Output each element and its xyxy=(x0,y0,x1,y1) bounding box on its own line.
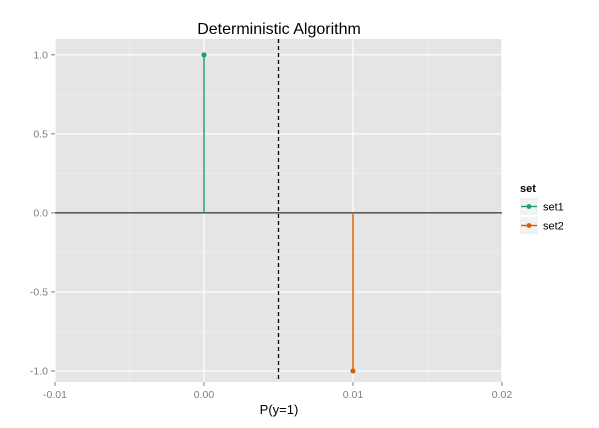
set2-point xyxy=(350,368,356,374)
chart-title: Deterministic Algorithm xyxy=(197,21,361,38)
y-tick-label: -1.0 xyxy=(30,365,48,377)
data-marks xyxy=(201,52,356,374)
legend-label-set2: set2 xyxy=(543,221,564,233)
legend-key-point xyxy=(526,223,532,228)
x-tick-label: 0.00 xyxy=(194,389,215,401)
reference-lines xyxy=(55,39,502,382)
x-tick-label: 0.01 xyxy=(343,389,364,401)
legend-title: set xyxy=(520,183,536,195)
x-tick-label: -0.01 xyxy=(43,389,67,401)
legend-key-point xyxy=(526,204,532,209)
y-tick-label: 1.0 xyxy=(33,49,48,61)
x-axis-title: P(y=1) xyxy=(260,402,299,417)
y-tick-label: -0.5 xyxy=(30,286,48,298)
legend: set set1 set2 xyxy=(520,183,564,234)
y-tick-label: 0.0 xyxy=(33,207,48,219)
set1-point xyxy=(201,52,207,58)
y-axis: 1.0 0.5 0.0 -0.5 -1.0 xyxy=(30,49,55,377)
x-axis: -0.01 0.00 0.01 0.02 xyxy=(43,382,512,401)
y-tick-label: 0.5 xyxy=(33,128,48,140)
x-tick-label: 0.02 xyxy=(492,389,513,401)
legend-label-set1: set1 xyxy=(543,202,564,214)
